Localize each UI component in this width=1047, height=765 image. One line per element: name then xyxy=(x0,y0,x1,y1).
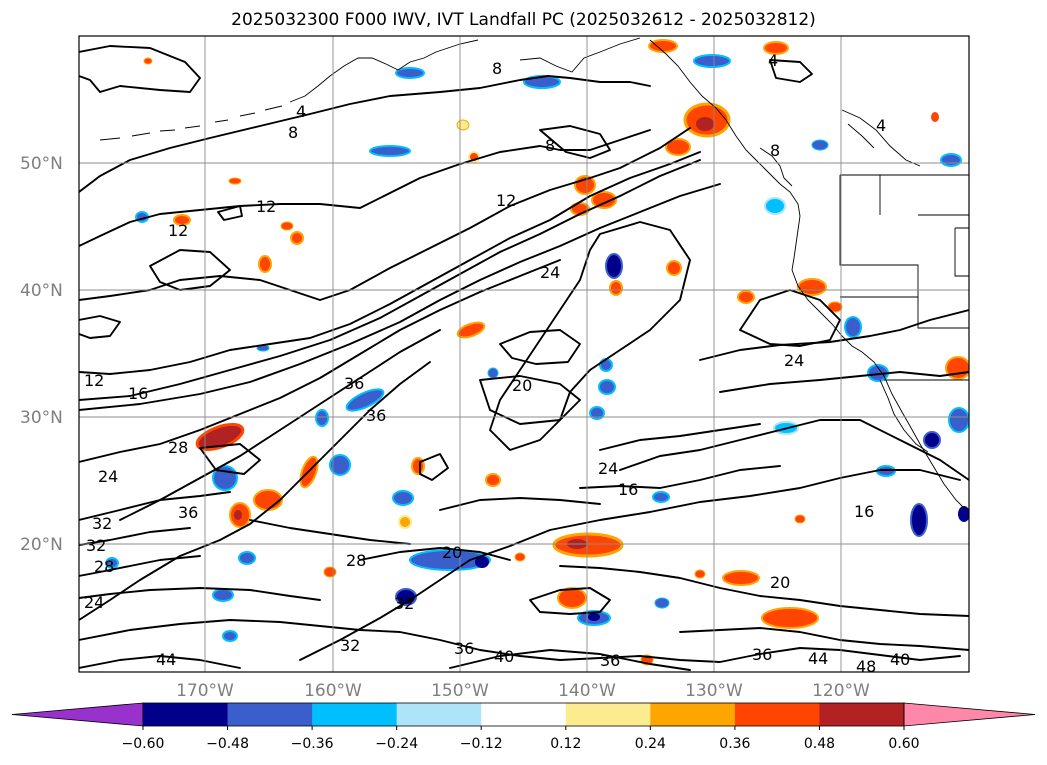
colorbar-tick-label: −0.36 xyxy=(291,736,334,752)
colorbar-tick-label: 0.24 xyxy=(635,736,666,752)
colorbar-tick-label: 0.36 xyxy=(719,736,750,752)
contour-label: 4 xyxy=(876,116,886,135)
colorbar-bin xyxy=(650,703,736,726)
contour-label: 36 xyxy=(454,639,474,658)
contour-label: 36 xyxy=(344,374,364,393)
colorbar-tick-label: −0.48 xyxy=(206,736,249,752)
lat-label-30n: 30°N xyxy=(20,408,63,428)
contour-label: 32 xyxy=(340,636,360,655)
contour-label: 32 xyxy=(86,536,106,555)
contour-label: 28 xyxy=(94,557,114,576)
political-borders xyxy=(839,174,969,381)
colorbar-tick-label: −0.12 xyxy=(460,736,503,752)
map-plot-area xyxy=(79,36,969,672)
colorbar-tick-label: 0.12 xyxy=(550,736,581,752)
colorbar-bin xyxy=(565,703,651,726)
contour-label: 20 xyxy=(770,573,790,592)
contour-label: 20 xyxy=(512,376,532,395)
contour-label: 8 xyxy=(545,136,555,155)
contour-label: 24 xyxy=(84,593,104,612)
shading-positive xyxy=(143,39,969,666)
contour-label: 28 xyxy=(346,551,366,570)
colorbar-border xyxy=(142,702,905,727)
contour-label: 32 xyxy=(394,594,414,613)
contour-label: 24 xyxy=(98,467,118,486)
lon-label-140w: 140°W xyxy=(558,681,616,701)
contour-label: 36 xyxy=(752,645,772,664)
contour-label: 28 xyxy=(168,438,188,457)
colorbar: −0.60 −0.48 −0.36 −0.24 −0.12 0.12 0.24 0.36 0.4… xyxy=(11,702,1036,752)
lat-label-40n: 40°N xyxy=(20,281,63,301)
contour-label: 4 xyxy=(768,51,778,70)
contour-label: 16 xyxy=(128,384,148,403)
colorbar-bin xyxy=(143,703,229,726)
colorbar-tick-label: −0.24 xyxy=(375,736,418,752)
colorbar-bin xyxy=(396,703,482,726)
longitude-labels: 170°W 160°W 150°W 140°W 130°W 120°W xyxy=(176,681,870,701)
contour-label: 12 xyxy=(256,197,276,216)
lat-label-20n: 20°N xyxy=(20,535,63,555)
colorbar-bin xyxy=(819,703,905,726)
contour-label: 24 xyxy=(784,351,804,370)
map-title: 2025032300 F000 IWV, IVT Landfall PC (20… xyxy=(231,10,816,30)
graticule xyxy=(79,36,969,672)
lon-label-160w: 160°W xyxy=(304,681,362,701)
lon-label-170w: 170°W xyxy=(176,681,234,701)
colorbar-extend-high xyxy=(903,702,1036,727)
contour-labels: 4 8 8 8 12 12 12 12 16 16 16 20 20 24 24… xyxy=(84,51,910,676)
colorbar-bin xyxy=(312,703,398,726)
contour-label: 20 xyxy=(442,543,462,562)
contour-label: 40 xyxy=(494,647,514,666)
contour-label: 4 xyxy=(296,102,306,121)
colorbar-extend-low xyxy=(11,702,144,727)
lon-label-130w: 130°W xyxy=(685,681,743,701)
lat-label-50n: 50°N xyxy=(20,154,63,174)
iwv-contours xyxy=(79,45,969,671)
colorbar-bin xyxy=(734,703,820,726)
contour-label: 36 xyxy=(366,406,386,425)
contour-label: 8 xyxy=(770,141,780,160)
contour-label: 36 xyxy=(178,503,198,522)
colorbar-bin xyxy=(227,703,313,726)
contour-label: 8 xyxy=(288,123,298,142)
colorbar-bin xyxy=(481,703,567,726)
latitude-labels: 50°N 40°N 30°N 20°N xyxy=(20,154,63,555)
contour-label: 12 xyxy=(168,221,188,240)
coastline xyxy=(99,37,967,511)
contour-label: 40 xyxy=(890,650,910,669)
contour-label: 12 xyxy=(84,371,104,390)
contour-label: 36 xyxy=(600,651,620,670)
contour-label: 32 xyxy=(92,514,112,533)
colorbar-tick-label: −0.60 xyxy=(122,736,165,752)
contour-label: 48 xyxy=(856,657,876,676)
colorbar-tick-label: 0.48 xyxy=(804,736,835,752)
contour-label: 24 xyxy=(598,459,618,478)
map-frame xyxy=(78,35,970,673)
lon-label-150w: 150°W xyxy=(431,681,489,701)
contour-label: 16 xyxy=(618,480,638,499)
contour-label: 44 xyxy=(808,649,828,668)
contour-label: 12 xyxy=(496,191,516,210)
contour-label: 24 xyxy=(540,263,560,282)
contour-label: 16 xyxy=(854,502,874,521)
contour-label: 8 xyxy=(492,59,502,78)
colorbar-tick-label: 0.60 xyxy=(888,736,919,752)
contour-label: 44 xyxy=(156,650,176,669)
lon-label-120w: 120°W xyxy=(812,681,870,701)
